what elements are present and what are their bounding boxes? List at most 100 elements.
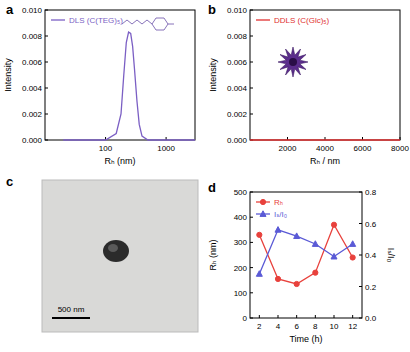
legend-text: DLS (C(TEG)₅) <box>69 16 123 25</box>
y-tick <box>250 242 253 243</box>
tem-particle <box>103 240 129 262</box>
point <box>275 276 280 281</box>
series-line <box>250 139 400 140</box>
y-tick <box>250 217 253 218</box>
x-tick-label: 6000 <box>354 144 372 153</box>
x-tick-label: 100 <box>99 144 113 153</box>
plot-frame <box>250 192 362 318</box>
y-tick <box>250 192 253 193</box>
flower-icon <box>278 47 308 77</box>
y-tick-label: 0.006 <box>227 58 248 67</box>
plot-frame <box>250 10 400 140</box>
series-line <box>259 225 352 284</box>
y-tick <box>250 62 253 63</box>
scale-bar-label: 500 nm <box>58 305 85 314</box>
y-tick <box>45 36 48 37</box>
y-tick <box>250 10 253 11</box>
tem-image <box>42 180 198 332</box>
y2-axis-label: Iₛ/I₀ <box>386 248 396 263</box>
y-tick-label: 0.004 <box>22 84 43 93</box>
x-tick-label: 10 <box>330 322 339 331</box>
x-tick-label: 6 <box>294 322 299 331</box>
legend-marker <box>260 199 265 204</box>
panel-label: a <box>6 2 14 17</box>
point <box>275 227 281 233</box>
point <box>294 281 299 286</box>
panel-label: d <box>208 180 216 195</box>
y2-tick-label: 0.6 <box>365 220 377 229</box>
y2-tick <box>359 223 362 224</box>
y-axis-label: Rₕ (nm) <box>208 239 218 270</box>
y-tick-label: 0.002 <box>22 110 43 119</box>
y-tick <box>45 140 48 141</box>
y2-tick-label: 0.2 <box>365 283 377 292</box>
y-tick-label: 200 <box>234 264 248 273</box>
y-tick-label: 300 <box>234 238 248 247</box>
y2-tick <box>359 318 362 319</box>
x-tick <box>259 315 260 318</box>
legend-marker <box>260 211 266 217</box>
y-tick <box>45 62 48 63</box>
panel: a0.0000.0020.0040.0060.0080.0101001000Rₕ… <box>3 2 195 166</box>
molecule-icon <box>122 18 174 30</box>
data-area <box>63 32 195 140</box>
panel-label: c <box>6 174 13 189</box>
y2-tick <box>359 255 362 256</box>
point <box>350 241 356 247</box>
point <box>350 255 355 260</box>
legend-text: Rₕ <box>274 198 283 207</box>
y-tick <box>250 36 253 37</box>
y-tick-label: 0.006 <box>22 58 43 67</box>
legend-text: DDLS (C(Glc)₅) <box>274 16 330 25</box>
y-axis-label: Intensity <box>3 58 13 92</box>
point <box>331 222 336 227</box>
y-tick-label: 0.008 <box>22 32 43 41</box>
y-tick-label: 0.002 <box>227 110 248 119</box>
y-tick-label: 0.004 <box>227 84 248 93</box>
point <box>257 232 262 237</box>
y-tick <box>45 10 48 11</box>
point <box>313 270 318 275</box>
y-tick-label: 500 <box>234 188 248 197</box>
x-axis-label: Rₕ / nm <box>310 156 340 166</box>
x-tick-label: 2 <box>257 322 262 331</box>
tem-particle-highlight <box>108 244 118 252</box>
x-tick-label: 2000 <box>279 144 297 153</box>
panel-label: b <box>208 2 216 17</box>
plot-frame <box>45 10 195 140</box>
x-tick-label: 12 <box>348 322 357 331</box>
y2-tick <box>359 286 362 287</box>
x-axis-label: Rₕ (nm) <box>104 156 135 166</box>
y-tick-label: 0.000 <box>227 136 248 145</box>
y-tick <box>250 114 253 115</box>
data-area <box>256 222 355 286</box>
point <box>256 271 262 277</box>
point <box>294 233 300 239</box>
y-tick <box>250 88 253 89</box>
flower-center <box>289 58 297 66</box>
x-tick-label: 8000 <box>391 144 409 153</box>
y-axis-label: Intensity <box>208 58 218 92</box>
y-tick-label: 0 <box>243 314 248 323</box>
legend-line <box>51 19 65 20</box>
y2-tick-label: 0.8 <box>365 188 377 197</box>
y-tick <box>250 292 253 293</box>
y-tick <box>45 114 48 115</box>
y-tick-label: 0.010 <box>227 6 248 15</box>
x-tick-label: 1000 <box>157 144 175 153</box>
x-tick-label: 4 <box>276 322 281 331</box>
y-tick-label: 400 <box>234 213 248 222</box>
scale-bar <box>52 317 90 319</box>
y-tick <box>45 88 48 89</box>
y-tick <box>250 267 253 268</box>
x-tick <box>296 315 297 318</box>
x-tick <box>334 315 335 318</box>
x-tick <box>315 315 316 318</box>
point <box>312 241 318 247</box>
y2-tick <box>359 192 362 193</box>
panel: d01002003004005000.00.20.40.60.824681012… <box>208 180 396 344</box>
x-axis-label: Time (h) <box>289 334 322 344</box>
y-tick <box>250 318 253 319</box>
y-tick-label: 0.010 <box>22 6 43 15</box>
y-tick-label: 0.008 <box>227 32 248 41</box>
